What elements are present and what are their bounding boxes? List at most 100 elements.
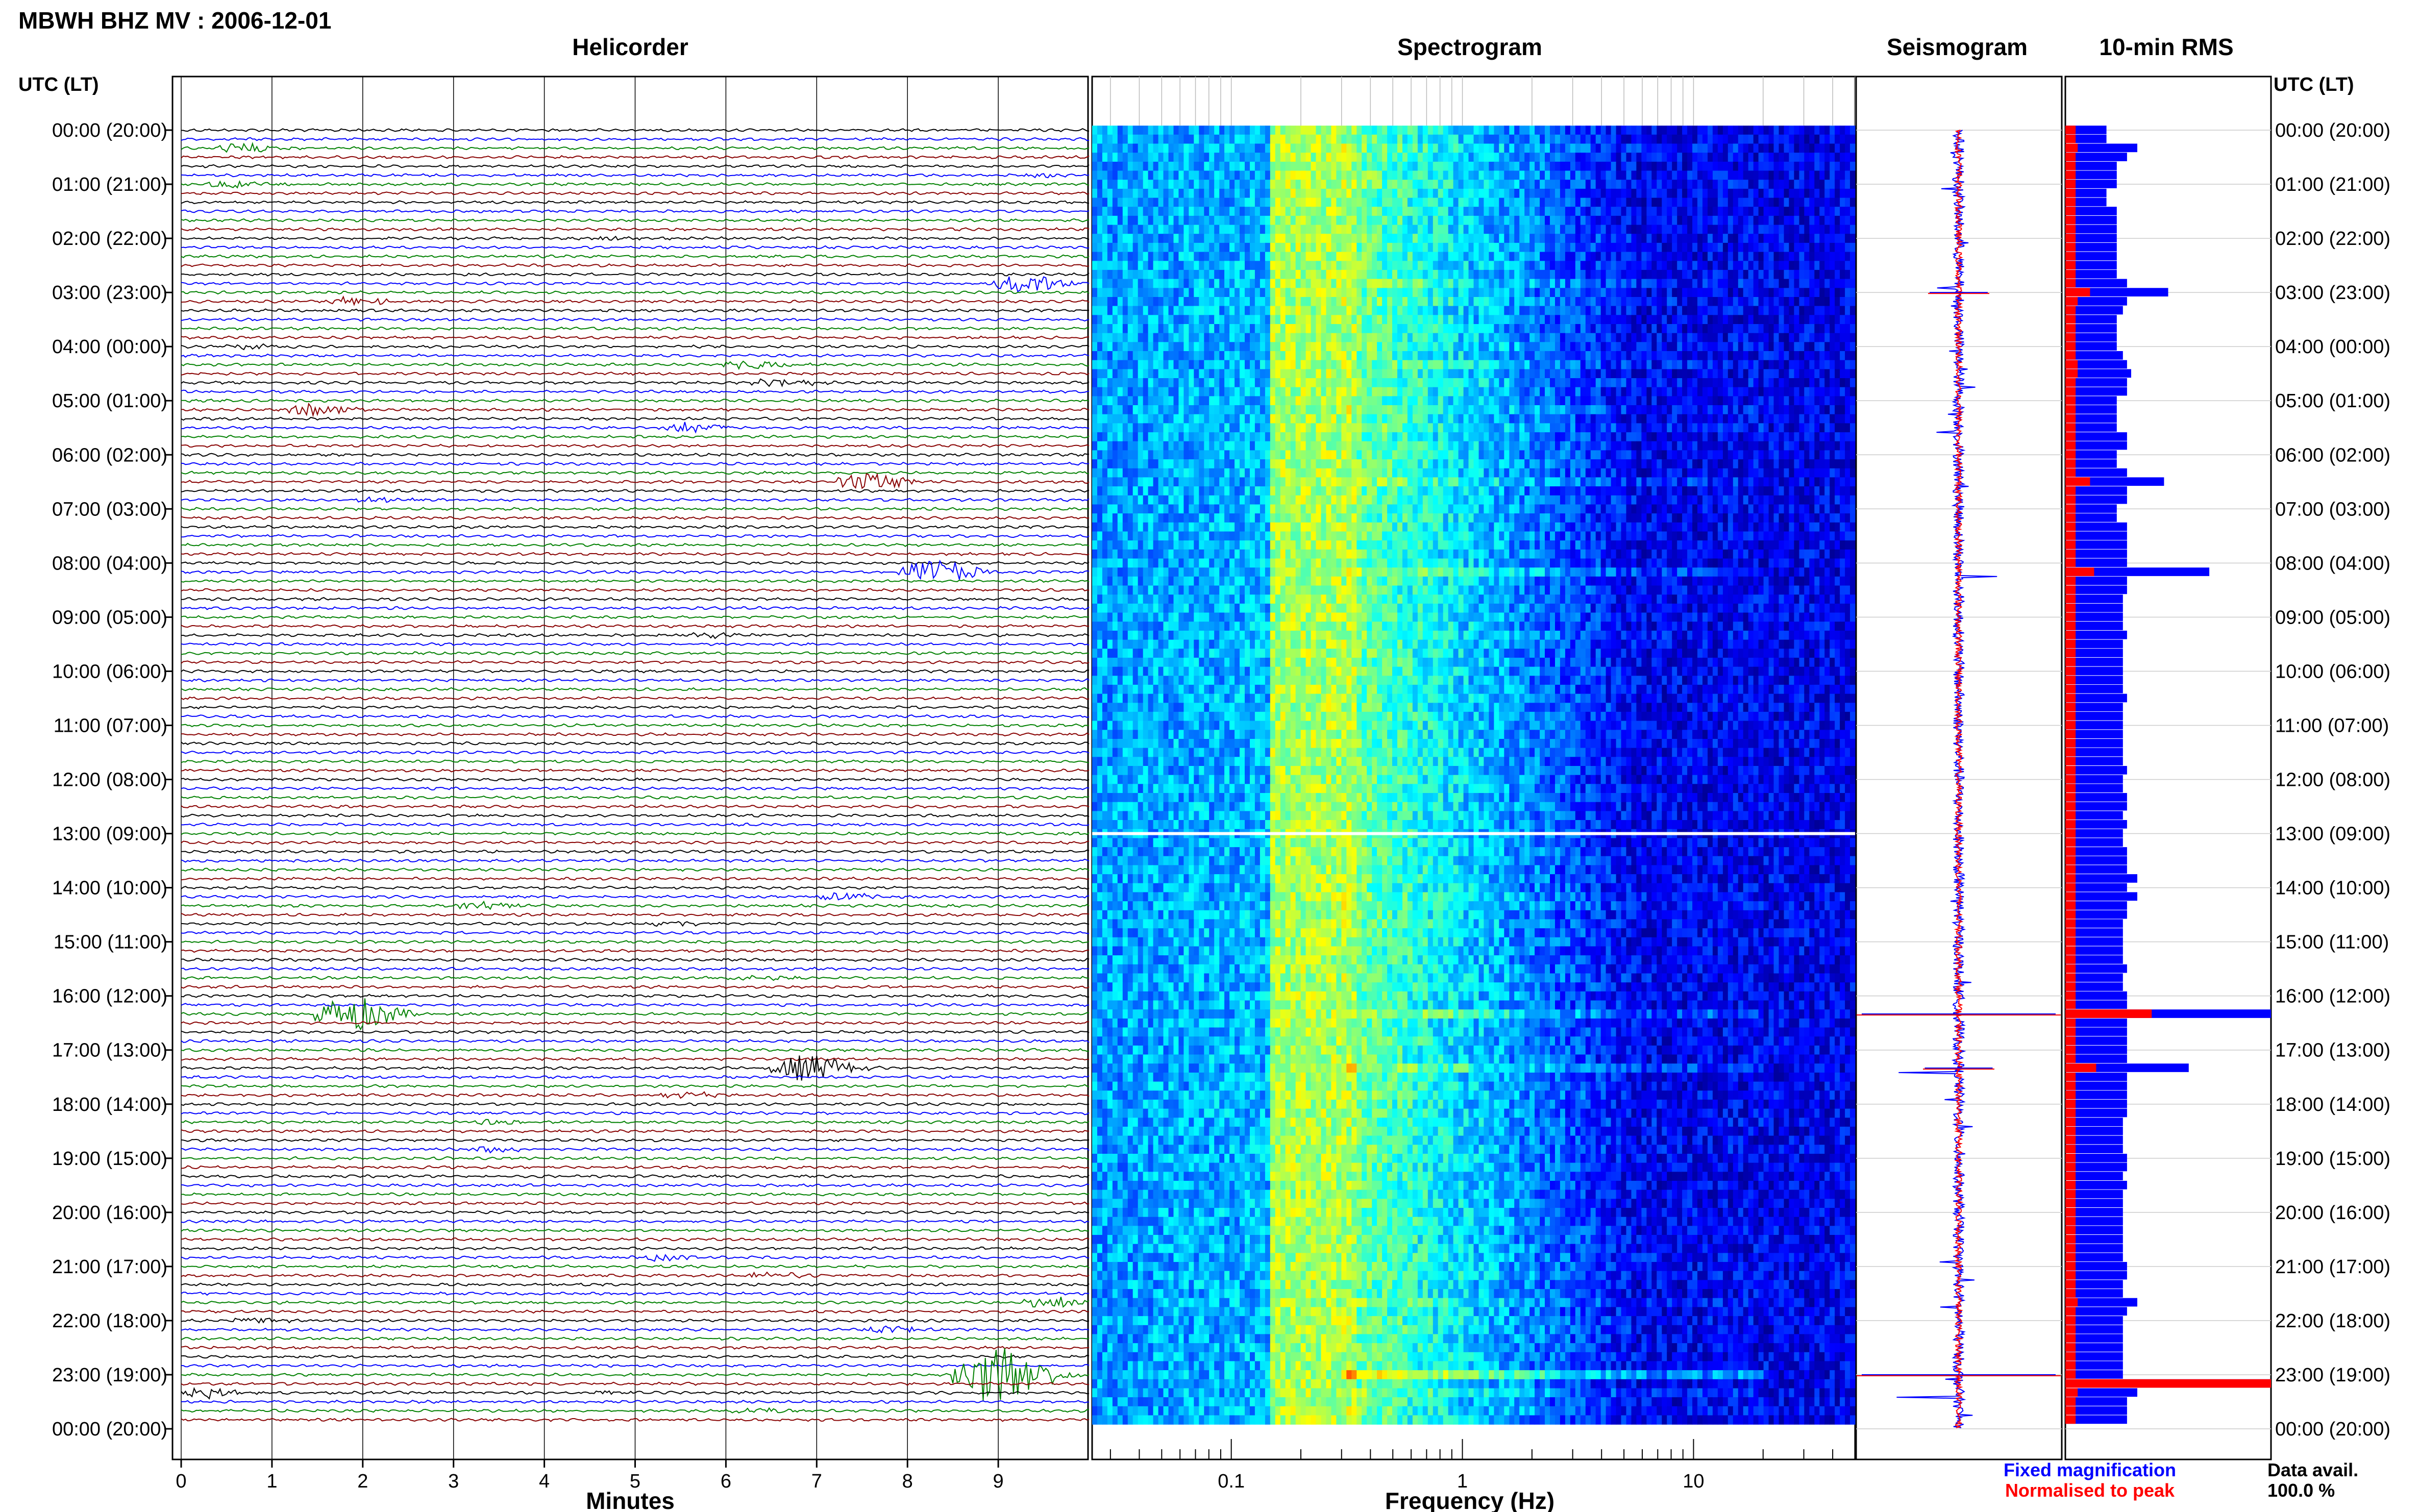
spectrogram-cell xyxy=(1280,126,1286,135)
spectrogram-cell xyxy=(1219,170,1225,180)
spectrogram-cell xyxy=(1331,234,1337,243)
spectrogram-cell xyxy=(1606,252,1612,261)
spectrogram-cell xyxy=(1300,234,1306,243)
spectrogram-cell xyxy=(1417,134,1423,144)
spectrogram-cell xyxy=(1132,297,1139,307)
spectrogram-cell xyxy=(1809,180,1815,189)
spectrogram-cell xyxy=(1580,396,1586,406)
spectrogram-cell xyxy=(1275,396,1281,406)
spectrogram-cell xyxy=(1183,387,1189,396)
spectrogram-cell xyxy=(1621,234,1627,243)
spectrogram-cell xyxy=(1422,161,1428,171)
spectrogram-cell xyxy=(1606,161,1612,171)
spectrogram-cell xyxy=(1326,351,1332,361)
spectrogram-cell xyxy=(1727,134,1734,144)
spectrogram-cell xyxy=(1448,143,1454,153)
spectrogram-cell xyxy=(1560,369,1566,379)
spectrogram-cell xyxy=(1621,126,1627,135)
spectrogram-cell xyxy=(1555,396,1561,406)
spectrogram-cell xyxy=(1194,324,1199,334)
spectrogram-cell xyxy=(1346,252,1352,261)
spectrogram-cell xyxy=(1219,387,1225,396)
spectrogram-cell xyxy=(1438,288,1444,298)
spectrogram-cell xyxy=(1132,170,1139,180)
spectrogram-cell xyxy=(1112,378,1118,388)
spectrogram-cell xyxy=(1565,225,1571,234)
spectrogram-cell xyxy=(1412,360,1418,369)
spectrogram-cell xyxy=(1560,225,1566,234)
spectrogram-cell xyxy=(1529,207,1535,216)
spectrogram-cell xyxy=(1835,234,1840,243)
spectrogram-cell xyxy=(1240,170,1245,180)
spectrogram-cell xyxy=(1463,234,1469,243)
spectrogram-cell xyxy=(1799,342,1805,352)
spectrogram-cell xyxy=(1646,405,1652,415)
spectrogram-cell xyxy=(1224,279,1230,288)
spectrogram-cell xyxy=(1560,360,1566,369)
spectrogram-cell xyxy=(1489,369,1494,379)
spectrogram-cell xyxy=(1478,225,1485,234)
spectrogram-cell xyxy=(1657,252,1662,261)
spectrogram-cell xyxy=(1132,215,1139,226)
spectrogram-cell xyxy=(1845,207,1850,216)
spectrogram-cell xyxy=(1356,306,1362,315)
spectrogram-cell xyxy=(1499,369,1504,379)
spectrogram-cell xyxy=(1422,134,1428,144)
spectrogram-cell xyxy=(1417,288,1423,298)
spectrogram-cell xyxy=(1712,261,1718,270)
spectrogram-cell xyxy=(1830,306,1835,315)
spectrogram-cell xyxy=(1209,387,1215,396)
spectrogram-cell xyxy=(1575,269,1581,280)
spectrogram-cell xyxy=(1448,197,1454,207)
spectrogram-cell xyxy=(1631,324,1637,334)
spectrogram-cell xyxy=(1545,126,1550,135)
helicorder-trace xyxy=(181,434,1090,439)
spectrogram-cell xyxy=(1377,134,1383,144)
spectrogram-cell xyxy=(1667,306,1672,315)
spectrogram-cell xyxy=(1112,387,1118,396)
spectrogram-cell xyxy=(1311,126,1317,135)
spectrogram-cell xyxy=(1229,297,1235,307)
spectrogram-cell xyxy=(1245,269,1250,280)
spectrogram-cell xyxy=(1173,207,1179,216)
spectrogram-cell xyxy=(1835,161,1840,171)
spectrogram-cell xyxy=(1422,396,1428,406)
spectrogram-cell xyxy=(1600,405,1607,415)
spectrogram-cell xyxy=(1845,242,1850,253)
spectrogram-cell xyxy=(1346,288,1352,298)
spectrogram-cell xyxy=(1097,333,1103,342)
spectrogram-cell xyxy=(1270,369,1276,379)
spectrogram-cell xyxy=(1173,387,1179,396)
spectrogram-cell xyxy=(1122,252,1128,261)
spectrogram-cell xyxy=(1199,180,1204,189)
helicorder-trace xyxy=(181,786,1090,791)
spectrogram-cell xyxy=(1300,161,1306,171)
spectrogram-cell xyxy=(1514,153,1520,162)
spectrogram-cell xyxy=(1417,269,1423,280)
spectrogram-cell xyxy=(1463,324,1469,334)
spectrogram-cell xyxy=(1565,180,1571,189)
spectrogram-cell xyxy=(1768,360,1774,369)
spectrogram-cell xyxy=(1631,134,1637,144)
spectrogram-cell xyxy=(1804,134,1810,144)
spectrogram-cell xyxy=(1183,252,1189,261)
spectrogram-cell xyxy=(1417,261,1423,270)
spectrogram-cell xyxy=(1722,269,1729,280)
spectrogram-cell xyxy=(1489,252,1494,261)
spectrogram-cell xyxy=(1682,252,1688,261)
spectrogram-cell xyxy=(1417,324,1423,334)
spectrogram-cell xyxy=(1804,405,1810,415)
spectrogram-cell xyxy=(1102,161,1108,171)
spectrogram-cell xyxy=(1311,297,1317,307)
spectrogram-cell xyxy=(1560,387,1566,396)
helicorder-trace xyxy=(181,1345,1090,1350)
spectrogram-cell xyxy=(1595,396,1601,406)
spectrogram-cell xyxy=(1657,297,1662,307)
spectrogram-cell xyxy=(1194,180,1199,189)
spectrogram-cell xyxy=(1672,297,1677,307)
spectrogram-cell xyxy=(1143,306,1149,315)
spectrogram-cell xyxy=(1682,207,1688,216)
spectrogram-cell xyxy=(1560,161,1566,171)
spectrogram-cell xyxy=(1585,369,1591,379)
spectrogram-cell xyxy=(1326,297,1332,307)
